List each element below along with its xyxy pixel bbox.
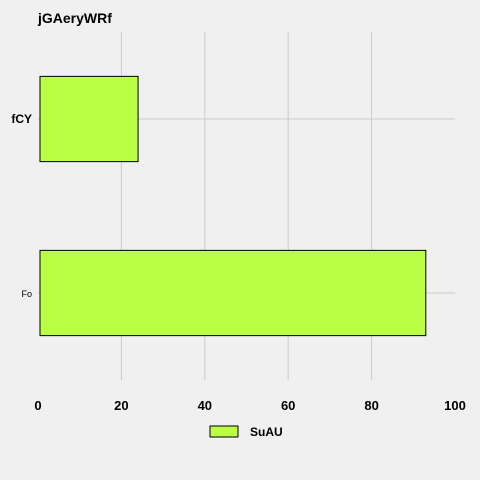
- x-tick-label: 0: [34, 398, 41, 413]
- bars: [39, 75, 427, 337]
- legend-label-suau: SuAU: [250, 425, 283, 439]
- y-tick-label: Fo: [21, 289, 32, 299]
- x-tick-label: 100: [444, 398, 466, 413]
- y-tick-label: fCY: [11, 112, 32, 126]
- bar-fcy: [39, 75, 139, 163]
- chart-title: jGAeryWRf: [37, 10, 112, 26]
- x-axis-ticks: 0 20 40 60 80 100: [34, 398, 465, 413]
- x-tick-label: 40: [198, 398, 212, 413]
- legend: SuAU: [209, 425, 283, 439]
- legend-swatch-suau: [209, 425, 239, 438]
- bar-fo: [39, 249, 427, 337]
- x-tick-label: 60: [281, 398, 295, 413]
- x-tick-label: 80: [364, 398, 378, 413]
- y-axis-ticks: Fo fCY: [11, 112, 32, 299]
- x-tick-label: 20: [114, 398, 128, 413]
